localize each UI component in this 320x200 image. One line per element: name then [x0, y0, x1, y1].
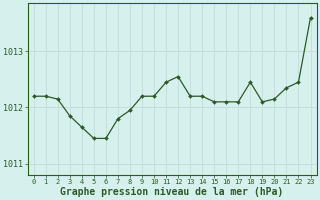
X-axis label: Graphe pression niveau de la mer (hPa): Graphe pression niveau de la mer (hPa) — [60, 186, 284, 197]
